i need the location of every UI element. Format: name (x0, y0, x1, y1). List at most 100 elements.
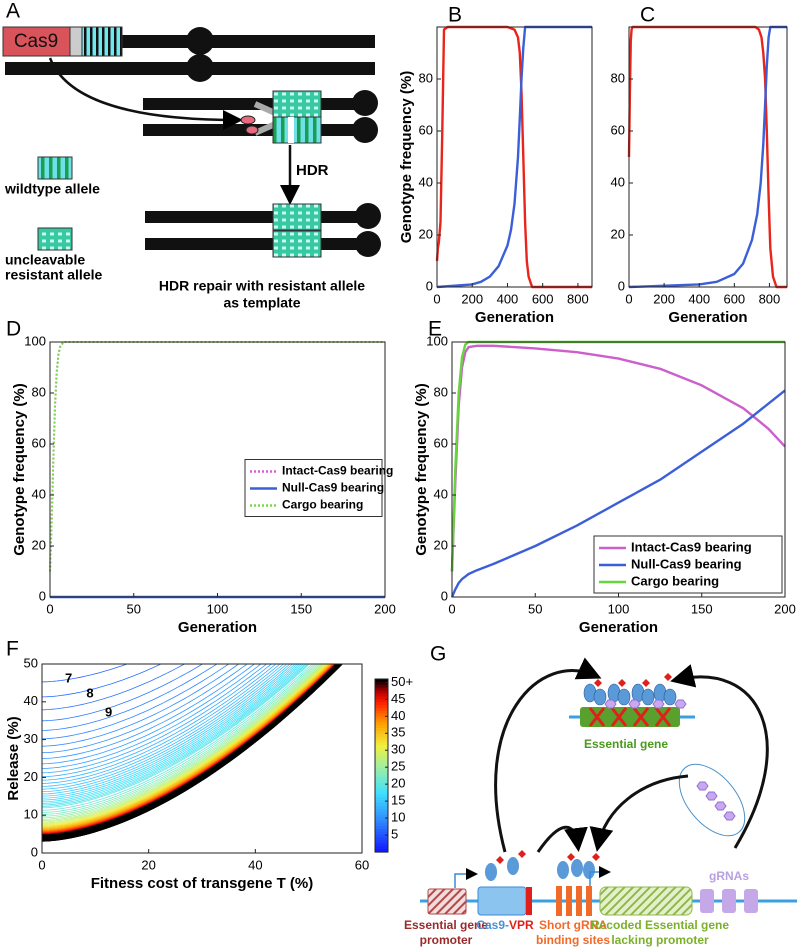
tss (454, 868, 478, 888)
grna (696, 781, 736, 821)
x-tick-label: 600 (723, 291, 745, 306)
arrows (494, 657, 769, 853)
y-tick-label: 20 (24, 769, 38, 784)
contour-label: 9 (105, 705, 112, 720)
scissors (245, 125, 259, 135)
colorbar-cell (375, 687, 388, 692)
y-tick-label: 20 (434, 537, 448, 552)
y-tick-label: 20 (419, 226, 433, 241)
legend-label: Intact-Cas9 bearing (631, 539, 752, 554)
grna-genes (700, 889, 758, 913)
x-tick-label: 200 (653, 291, 675, 306)
legend-text: uncleavable (5, 252, 85, 268)
colorbar-cell (375, 788, 388, 793)
x-tick-label: 800 (759, 291, 781, 306)
colorbar-cell (375, 690, 388, 695)
colorbar-cell (375, 707, 388, 712)
vpr (594, 673, 672, 687)
contour-line (42, 664, 281, 781)
colorbar-cell (375, 779, 388, 784)
contour-line (42, 664, 328, 827)
x-tick-label: 200 (774, 601, 796, 616)
colorbar-cell (375, 736, 388, 741)
cut (288, 117, 294, 143)
colorbar-cell (375, 768, 388, 772)
x-axis-label: Fitness cost of transgene T (%) (91, 875, 314, 892)
colorbar-cell (375, 739, 388, 744)
legend-label: Null-Cas9 bearing (631, 556, 742, 571)
contour-line (42, 664, 320, 819)
colorbar-frame (374, 678, 389, 853)
colorbar-cell (375, 730, 388, 735)
recoded-label: Recoded Essential gene (591, 918, 729, 932)
colorbar-cell (375, 831, 388, 836)
colorbar-cell (375, 745, 388, 749)
colorbar-cell (375, 681, 388, 686)
colorbar-cell (375, 774, 388, 778)
contour-line (42, 664, 307, 806)
y-axis-label: Release (%) (5, 716, 22, 800)
contour-line (42, 664, 291, 790)
chromosome (143, 98, 365, 110)
y-tick-label: 0 (39, 588, 46, 603)
series-line (49, 341, 385, 572)
cas9-gene (477, 886, 527, 916)
contour-line (42, 664, 329, 828)
contour-line (42, 664, 331, 830)
x-axis-label: Generation (668, 309, 747, 326)
colorbar-cell (375, 785, 388, 790)
colorbar-cell (375, 722, 388, 726)
vpr-text: VPR (509, 918, 534, 932)
y-tick-label: 60 (419, 122, 433, 137)
series-line (450, 389, 786, 598)
legend-label: Cargo bearing (282, 498, 363, 512)
contour-lines (42, 664, 343, 842)
chromosome (145, 211, 370, 223)
legend-text: wildtype allele (4, 181, 100, 197)
contour-line (42, 664, 304, 803)
y-tick-label: 20 (32, 537, 46, 552)
contour-line (42, 664, 309, 807)
vpr (496, 850, 600, 864)
cas9-text: Cas9- (476, 918, 509, 932)
colorbar-cell (375, 713, 388, 718)
legend-swatch (37, 156, 73, 180)
panel-label: A (6, 0, 20, 23)
centromere (355, 231, 381, 257)
y-axis-label: Genotype frequency (%) (398, 71, 415, 244)
colorbar-cell (375, 811, 388, 816)
colorbar-cell (375, 719, 388, 723)
colorbar-cell (375, 777, 388, 781)
tss (589, 866, 611, 886)
colorbar-label: 45 (391, 691, 405, 706)
allele (81, 26, 123, 57)
y-tick-label: 0 (31, 844, 38, 859)
cas9-box (2, 26, 71, 57)
y-axis-label: Genotype frequency (%) (11, 383, 28, 556)
legend-label: Intact-Cas9 bearing (282, 464, 393, 478)
x-tick-label: 0 (46, 601, 53, 616)
gene-label: Essential gene (584, 737, 668, 751)
caption: HDR repair with resistant allele (159, 278, 365, 294)
contour-line (42, 664, 162, 698)
colorbar-cell (375, 699, 388, 703)
hdr-label: HDR (296, 162, 329, 179)
y-tick-label: 50 (24, 655, 38, 670)
x-tick-label: 100 (207, 601, 229, 616)
colorbar-cell (375, 843, 388, 847)
contour-line (42, 664, 332, 831)
panel-label: G (430, 643, 446, 666)
colorbar-cell (375, 826, 388, 830)
y-tick-label: 30 (24, 731, 38, 746)
x-axis-label: Generation (178, 619, 257, 636)
centromere (352, 117, 378, 143)
colorbar-cell (375, 733, 388, 738)
colorbar-label: 40 (391, 708, 405, 723)
colorbar-cell (375, 756, 388, 761)
contour-line (42, 664, 326, 824)
contour-line (42, 664, 323, 822)
series-line (628, 25, 787, 289)
promoter-label: promoter (420, 933, 473, 947)
y-tick-label: 40 (434, 486, 448, 501)
y-tick-label: 80 (434, 384, 448, 399)
